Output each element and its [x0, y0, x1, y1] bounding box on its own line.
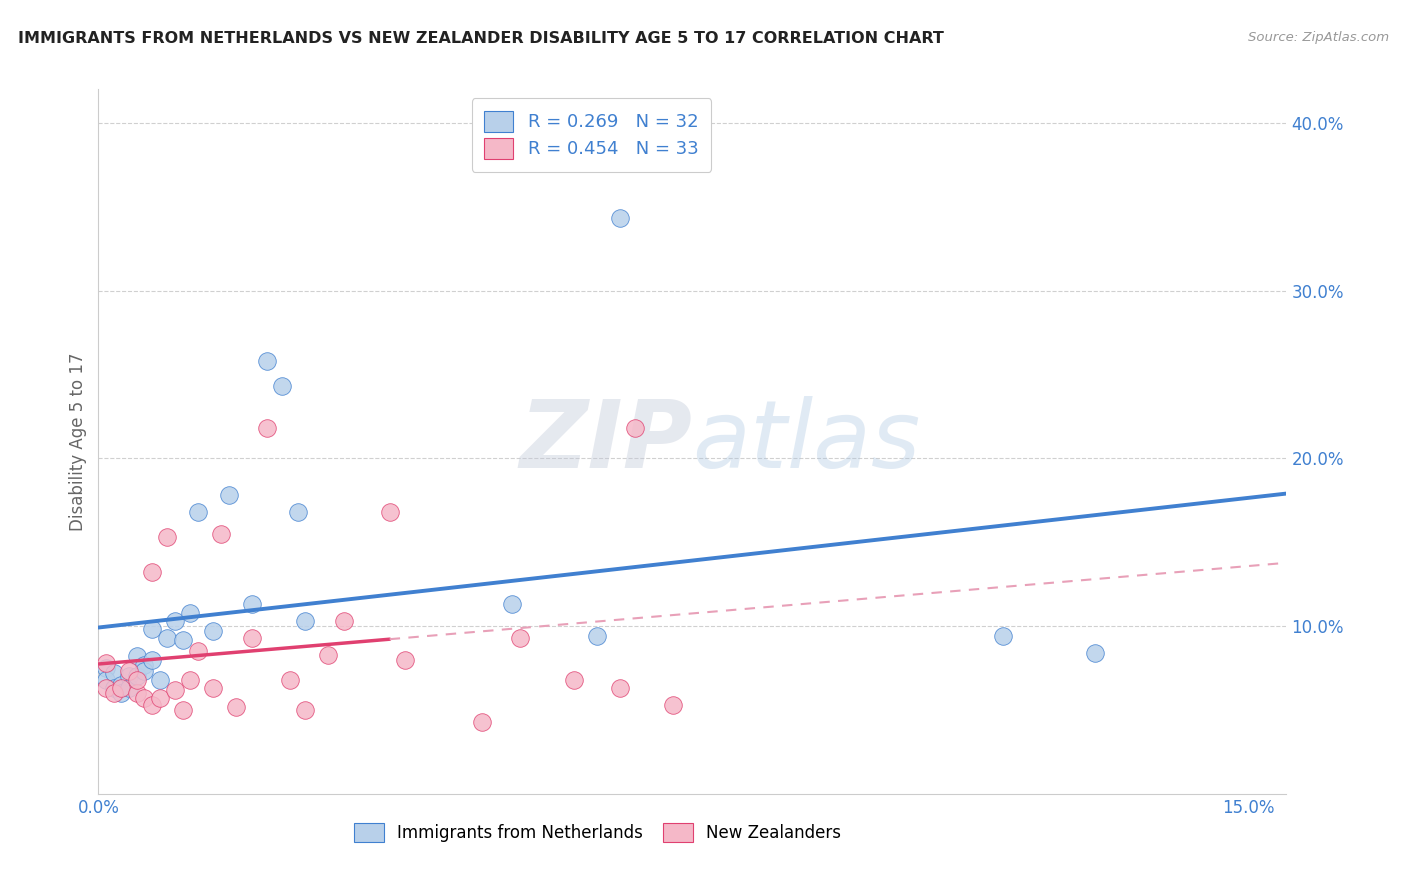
- Point: [318, 648, 340, 662]
- Point: [149, 691, 172, 706]
- Point: [509, 631, 531, 645]
- Point: [141, 566, 163, 580]
- Point: [609, 681, 631, 696]
- Point: [141, 698, 163, 712]
- Point: [156, 631, 179, 645]
- Point: [662, 698, 685, 712]
- Point: [225, 699, 247, 714]
- Point: [271, 379, 294, 393]
- Point: [471, 714, 494, 729]
- Point: [172, 703, 194, 717]
- Point: [562, 673, 585, 687]
- Point: [240, 631, 263, 645]
- Point: [294, 703, 316, 717]
- Point: [141, 623, 163, 637]
- Point: [209, 526, 232, 541]
- Point: [125, 673, 148, 687]
- Point: [624, 421, 647, 435]
- Point: [287, 505, 309, 519]
- Point: [202, 624, 225, 639]
- Point: [1084, 646, 1107, 660]
- Point: [118, 681, 141, 696]
- Point: [103, 666, 125, 681]
- Point: [110, 686, 132, 700]
- Point: [94, 656, 117, 670]
- Text: Source: ZipAtlas.com: Source: ZipAtlas.com: [1249, 31, 1389, 45]
- Point: [125, 669, 148, 683]
- Point: [394, 653, 416, 667]
- Point: [103, 686, 125, 700]
- Point: [218, 488, 240, 502]
- Point: [501, 597, 523, 611]
- Point: [103, 681, 125, 696]
- Point: [378, 505, 401, 519]
- Point: [278, 673, 301, 687]
- Point: [294, 614, 316, 628]
- Point: [134, 691, 156, 706]
- Point: [179, 673, 201, 687]
- Point: [134, 665, 156, 679]
- Point: [609, 211, 631, 226]
- Point: [256, 354, 278, 368]
- Point: [156, 530, 179, 544]
- Point: [94, 661, 117, 675]
- Point: [172, 632, 194, 647]
- Point: [165, 682, 187, 697]
- Point: [134, 657, 156, 672]
- Point: [202, 681, 225, 696]
- Point: [256, 421, 278, 435]
- Text: ZIP: ZIP: [520, 395, 692, 488]
- Point: [94, 673, 117, 687]
- Point: [991, 629, 1014, 643]
- Text: IMMIGRANTS FROM NETHERLANDS VS NEW ZEALANDER DISABILITY AGE 5 TO 17 CORRELATION : IMMIGRANTS FROM NETHERLANDS VS NEW ZEALA…: [18, 31, 945, 46]
- Y-axis label: Disability Age 5 to 17: Disability Age 5 to 17: [69, 352, 87, 531]
- Point: [165, 614, 187, 628]
- Point: [187, 644, 209, 658]
- Point: [141, 653, 163, 667]
- Legend: Immigrants from Netherlands, New Zealanders: Immigrants from Netherlands, New Zealand…: [347, 816, 848, 849]
- Point: [118, 665, 141, 679]
- Point: [118, 669, 141, 683]
- Point: [125, 649, 148, 664]
- Point: [110, 678, 132, 692]
- Text: atlas: atlas: [692, 396, 921, 487]
- Point: [187, 505, 209, 519]
- Point: [240, 597, 263, 611]
- Point: [125, 686, 148, 700]
- Point: [585, 629, 607, 643]
- Point: [149, 673, 172, 687]
- Point: [179, 606, 201, 620]
- Point: [110, 681, 132, 696]
- Point: [332, 614, 354, 628]
- Point: [94, 681, 117, 696]
